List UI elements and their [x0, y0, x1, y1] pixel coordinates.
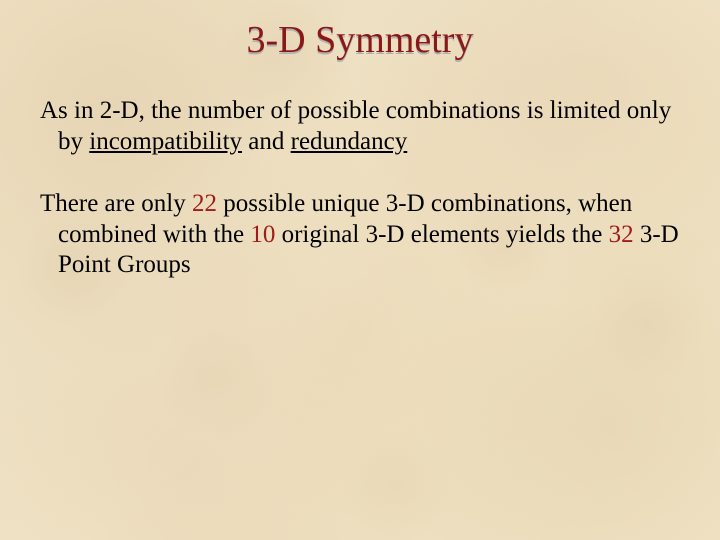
- p2-text-1: There are only: [40, 190, 192, 217]
- paragraph-1: As in 2-D, the number of possible combin…: [40, 96, 680, 157]
- p1-underline-incompatibility: incompatibility: [89, 128, 242, 155]
- p1-text-2: and: [242, 128, 291, 155]
- slide: 3-D Symmetry 3-D Symmetry As in 2-D, the…: [0, 0, 720, 540]
- p2-number-32: 32: [609, 221, 634, 248]
- p2-number-22: 22: [192, 190, 217, 217]
- p2-text-3: original 3-D elements yields the: [275, 221, 608, 248]
- slide-title: 3-D Symmetry 3-D Symmetry: [40, 18, 680, 62]
- title-main-layer: 3-D Symmetry: [247, 19, 474, 61]
- paragraph-2: There are only 22 possible unique 3-D co…: [40, 189, 680, 281]
- p2-number-10: 10: [250, 221, 275, 248]
- p1-underline-redundancy: redundancy: [291, 128, 408, 155]
